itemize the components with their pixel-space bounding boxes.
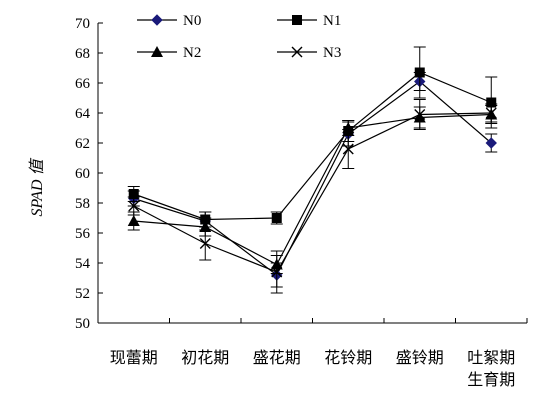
series-n3: [127, 99, 498, 294]
x-tick-label: 生育期: [467, 370, 515, 389]
series-n2: [127, 105, 498, 274]
data-point: [486, 97, 497, 108]
marker-x-stroke: [485, 107, 497, 119]
series-layer: [127, 46, 498, 294]
data-point: [128, 200, 140, 212]
legend-label: N2: [183, 45, 201, 61]
data-point: [271, 266, 283, 278]
marker-x-stroke: [271, 266, 283, 278]
y-tick-label: 68: [75, 46, 90, 62]
legend-item-n3: N3: [277, 45, 341, 61]
legend-item-n1: N1: [277, 13, 341, 29]
y-tick-label: 70: [75, 16, 90, 32]
data-point: [342, 122, 355, 133]
y-tick-label: 60: [75, 166, 90, 182]
marker-x-stroke: [291, 46, 303, 58]
series-n1: [127, 46, 498, 228]
x-tick-label: 盛花期: [253, 348, 301, 367]
series-line: [133, 80, 492, 276]
marker-x-stroke: [342, 143, 354, 155]
series-line: [133, 112, 492, 273]
x-tick-label: 现蕾期: [110, 348, 158, 367]
y-tick-label: 58: [75, 196, 90, 212]
data-point: [485, 107, 497, 119]
data-point: [414, 109, 426, 120]
y-tick-label: 62: [75, 136, 90, 152]
series-n0: [127, 72, 498, 288]
y-axis-label: SPAD 值: [28, 157, 46, 216]
data-point: [127, 215, 140, 226]
x-tick-label: 花铃期: [324, 348, 372, 367]
legend-marker: [292, 15, 302, 25]
data-point: [199, 238, 211, 249]
legend-marker: [151, 14, 163, 26]
x-tick-label: 吐絮期: [467, 348, 515, 367]
legend-marker: [291, 46, 303, 58]
y-tick-label: 66: [75, 76, 91, 92]
marker-x-stroke: [414, 109, 426, 120]
legend-item-n2: N2: [137, 45, 201, 61]
series-line: [133, 113, 492, 266]
legend: N0 N1 N2 N3: [137, 13, 341, 61]
legend-marker: [151, 46, 163, 57]
data-point: [128, 189, 139, 199]
data-point: [342, 143, 354, 155]
marker-x-stroke: [199, 238, 211, 249]
data-point: [414, 67, 425, 78]
marker-x-stroke: [128, 200, 140, 212]
y-tick-label: 64: [75, 106, 91, 122]
legend-label: N1: [323, 13, 341, 29]
y-tick-label: 54: [75, 256, 91, 272]
y-tick-label: 52: [75, 286, 90, 302]
x-tick-label: 初花期: [181, 348, 229, 367]
legend-item-n0: N0: [137, 13, 201, 29]
y-tick-label: 56: [75, 226, 91, 242]
axes: 50 52 54 56 58 60 62 64 66 68 70 现蕾期 初花期 盛花期 花铃期 盛铃期 吐絮期…: [75, 16, 528, 389]
x-tick-label: 盛铃期: [396, 348, 444, 367]
legend-label: N3: [323, 45, 341, 61]
series-line: [133, 71, 492, 221]
data-point: [485, 137, 497, 149]
legend-label: N0: [183, 13, 201, 29]
y-tick-label: 50: [75, 316, 90, 332]
data-point: [271, 213, 282, 223]
